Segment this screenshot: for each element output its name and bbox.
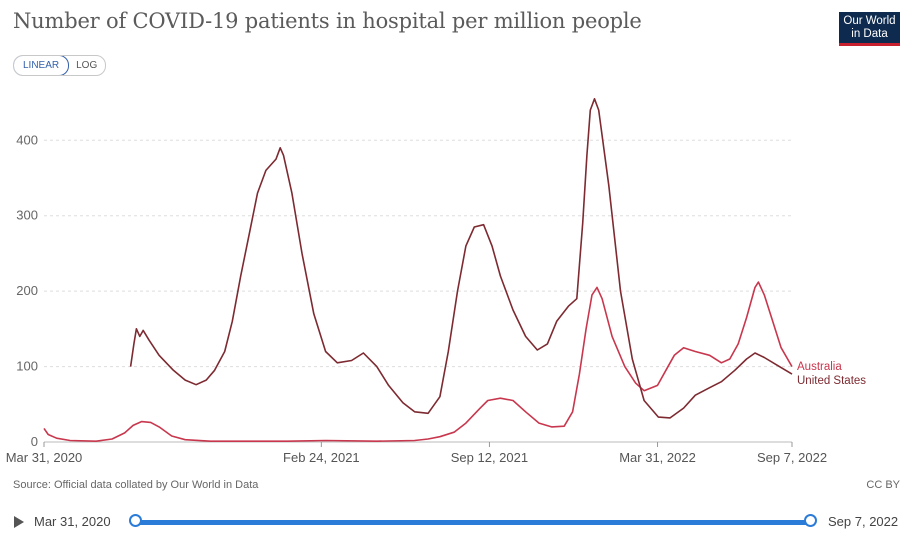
x-tick-label: Sep 12, 2021 — [451, 450, 528, 465]
x-axis-ticks: Mar 31, 2020 Feb 24, 2021 Sep 12, 2021 Mar … — [6, 442, 827, 465]
y-tick-label: 400 — [16, 132, 38, 147]
y-tick-label: 300 — [16, 208, 38, 223]
chart-legend: Australia United States — [797, 361, 866, 387]
legend-label-united-states: United States — [797, 375, 866, 387]
chart-series — [43, 98, 793, 442]
line-chart: 0 100 200 300 400 Mar 31, 2020 Feb 24, 2021 Se… — [6, 98, 866, 465]
x-tick-label: Mar 31, 2022 — [619, 450, 696, 465]
x-tick-label: Mar 31, 2020 — [6, 450, 83, 465]
logo-line-2: in Data — [851, 28, 888, 40]
chart-gridlines — [44, 139, 792, 443]
timeline-end-handle[interactable] — [804, 514, 817, 527]
owid-logo[interactable]: Our World in Data — [839, 12, 900, 46]
timeline: Mar 31, 2020 Sep 7, 2022 — [0, 508, 910, 536]
series-line-australia — [43, 281, 793, 442]
logo-line-1: Our World — [843, 15, 896, 27]
y-tick-label: 200 — [16, 283, 38, 298]
log-scale-button[interactable]: LOG — [76, 60, 98, 71]
play-icon[interactable] — [14, 516, 24, 528]
y-tick-label: 0 — [31, 434, 38, 449]
x-tick-label: Sep 7, 2022 — [757, 450, 827, 465]
x-tick-label: Feb 24, 2021 — [283, 450, 360, 465]
timeline-end-label[interactable]: Sep 7, 2022 — [828, 514, 899, 529]
y-axis-ticks: 0 100 200 300 400 — [16, 132, 38, 449]
timeline-start-handle[interactable] — [129, 514, 142, 527]
source-note: Source: Official data collated by Our Wo… — [13, 479, 259, 491]
license-link[interactable]: CC BY — [866, 479, 900, 491]
legend-label-australia: Australia — [797, 361, 842, 373]
page-title: Number of COVID-19 patients in hospital … — [13, 9, 642, 33]
linear-scale-button[interactable]: LINEAR — [14, 56, 70, 75]
scale-toggle: LINEAR LOG — [13, 55, 107, 76]
timeline-start-label[interactable]: Mar 31, 2020 — [34, 514, 111, 529]
timeline-track[interactable] — [135, 520, 811, 525]
series-line-united-states — [129, 98, 793, 419]
y-tick-label: 100 — [16, 359, 38, 374]
